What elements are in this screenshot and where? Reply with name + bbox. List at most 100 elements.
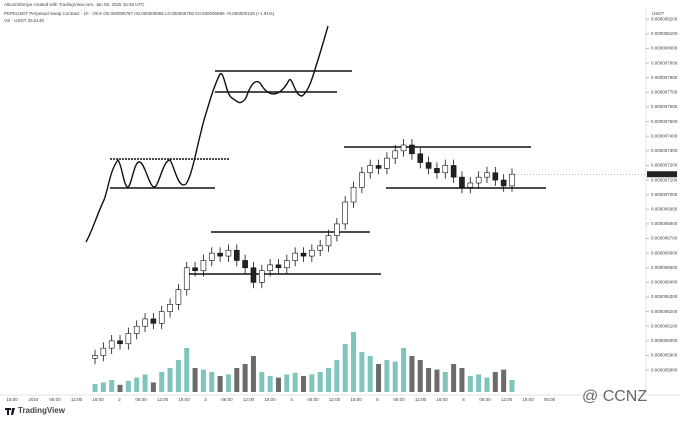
volume-bar <box>300 376 307 392</box>
candle-body <box>167 304 173 312</box>
volume-bar <box>175 360 181 392</box>
y-tick-label: 0.000007600 <box>651 104 678 109</box>
candle-body <box>192 267 198 271</box>
candle-body <box>450 165 457 178</box>
x-tick-label: 06:00 <box>307 397 319 402</box>
volume-bar <box>426 368 432 392</box>
candle-body <box>334 223 340 236</box>
volume-bar <box>417 360 423 392</box>
x-tick-label: 5 <box>376 397 379 402</box>
candle-body <box>434 168 440 174</box>
candle-body <box>284 260 290 269</box>
candle-body <box>492 172 499 181</box>
x-tick-label: 2 <box>118 397 121 402</box>
volume-bar <box>359 352 365 392</box>
candle-body <box>475 176 482 184</box>
candle-body <box>384 157 390 169</box>
volume-bar <box>117 384 123 392</box>
x-tick-label: 2024 <box>28 397 39 402</box>
y-tick-label: 0.000006400 <box>651 280 678 285</box>
candle-body <box>350 187 357 203</box>
candle-body <box>183 267 190 290</box>
volume-bar <box>467 376 473 392</box>
candle-body <box>309 249 315 257</box>
volume-bar <box>167 368 173 392</box>
candle-body <box>417 153 424 163</box>
x-tick-label: 12:00 <box>71 397 83 402</box>
volume-bar <box>109 380 115 392</box>
y-tick-label: 0.000006300 <box>651 294 678 299</box>
y-tick-label: 0.000007300 <box>651 148 678 153</box>
x-tick-label: 4 <box>290 397 293 402</box>
volume-bar <box>142 374 148 392</box>
y-tick-label: 0.000008100 <box>651 31 678 36</box>
candle-body <box>375 165 382 169</box>
candle-body <box>292 252 298 261</box>
x-tick-label: 06:00 <box>479 397 491 402</box>
volume-bar <box>384 360 390 392</box>
candle-body <box>242 260 248 269</box>
volume-bar <box>292 372 298 392</box>
y-tick-label: 0.000007100 <box>651 177 678 182</box>
volume-bar <box>259 372 265 392</box>
y-tick-label: 0.000006500 <box>651 265 678 270</box>
x-tick-label: 18:00 <box>92 397 104 402</box>
volume-bar <box>434 369 440 392</box>
volume-bar <box>150 382 156 392</box>
watermark: @ CCNZ <box>582 388 647 405</box>
volume-bar <box>125 380 131 392</box>
volume-bar <box>501 369 507 392</box>
y-tick-label: 0.000006800 <box>651 221 678 226</box>
candle-body <box>442 165 449 174</box>
volume-bar <box>159 372 165 392</box>
candle-body <box>400 144 407 152</box>
y-tick-label: 0.000007700 <box>651 90 678 95</box>
y-tick-label: 0.000005900 <box>651 353 678 358</box>
candle-body <box>484 172 490 178</box>
volume-bar <box>442 372 448 392</box>
candle-body <box>117 340 123 345</box>
logo-icon <box>5 408 15 415</box>
freehand-path <box>85 25 329 243</box>
y-tick-label: 0.000006700 <box>651 236 678 241</box>
volume-bar <box>217 376 223 392</box>
x-tick-label: 6 <box>462 397 465 402</box>
candle-body <box>208 252 215 261</box>
volume-bar <box>309 374 315 392</box>
candle-body <box>275 264 282 269</box>
candle-body <box>233 249 240 261</box>
volume-bar <box>351 332 357 392</box>
volume-bar <box>275 377 281 392</box>
volume-bar <box>92 384 98 392</box>
candle-body <box>359 172 365 188</box>
candle-body <box>150 318 157 324</box>
x-tick-label: 12:00 <box>501 397 513 402</box>
candle-body <box>258 270 265 283</box>
x-tick-label: 18:00 <box>264 397 276 402</box>
volume-bar <box>234 368 240 392</box>
volume-bar <box>100 382 106 392</box>
volume-bar <box>225 374 231 392</box>
volume-bar <box>334 360 340 392</box>
candle-body <box>392 150 399 159</box>
candle-body <box>100 347 107 356</box>
y-tick-label: 0.000005800 <box>651 367 678 372</box>
candle-body <box>267 264 273 271</box>
volume-bar <box>476 374 482 392</box>
x-tick-label: 3 <box>204 397 207 402</box>
y-tick-label: 0.000007200 <box>651 163 678 168</box>
volume-bar <box>342 344 348 392</box>
volume-bar <box>184 348 190 392</box>
candle-body <box>459 176 465 188</box>
candle-body <box>108 340 115 349</box>
x-tick-label: 06:00 <box>49 397 61 402</box>
volume-bar <box>317 372 323 392</box>
chart-subtitle: Vol · USDT 25.514K <box>4 18 44 23</box>
x-tick-label: 06:00 <box>393 397 405 402</box>
candle-body <box>133 325 140 334</box>
volume-bar <box>451 364 457 392</box>
volume-bar <box>326 368 332 392</box>
candle-body <box>300 252 307 257</box>
x-tick-label: 12:00 <box>329 397 341 402</box>
x-tick-label: 18:00 <box>6 397 18 402</box>
